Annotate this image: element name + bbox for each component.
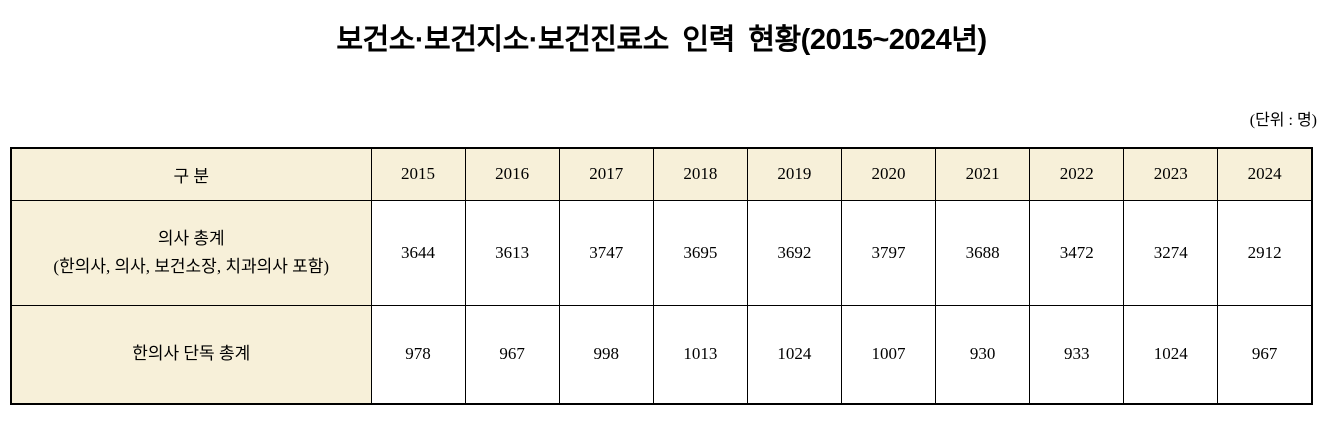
cell-doctor-total-2015: 3644 [370,199,466,306]
cell-doctor-total-2023: 3274 [1123,199,1219,306]
cell-doctor-total-2018: 3695 [652,199,748,306]
row-label-doctor-total-line1: 의사 총계 [157,228,225,248]
cell-doctor-total-2017: 3747 [558,199,654,306]
cell-korean-medicine-only-2024: 967 [1217,304,1313,405]
column-header-year-2016: 2016 [464,147,560,201]
cell-doctor-total-2021: 3688 [935,199,1031,306]
column-header-year-2021: 2021 [935,147,1031,201]
table-row-korean-medicine-only: 한의사 단독 총계 978 967 998 1013 1024 1007 930… [10,304,1313,405]
column-header-category: 구 분 [10,147,372,201]
column-header-year-2015: 2015 [370,147,466,201]
cell-doctor-total-2024: 2912 [1217,199,1313,306]
column-header-year-2019: 2019 [746,147,842,201]
personnel-table: 구 분 2015 2016 2017 2018 2019 2020 2021 2… [10,147,1313,405]
row-label-doctor-total: 의사 총계 (한의사, 의사, 보건소장, 치과의사 포함) [10,199,372,306]
row-label-korean-medicine-only-line1: 한의사 단독 총계 [132,344,251,364]
cell-korean-medicine-only-2018: 1013 [652,304,748,405]
table-header-row: 구 분 2015 2016 2017 2018 2019 2020 2021 2… [10,147,1313,201]
cell-doctor-total-2019: 3692 [746,199,842,306]
cell-korean-medicine-only-2020: 1007 [840,304,937,405]
column-header-year-2024: 2024 [1217,147,1313,201]
cell-korean-medicine-only-2021: 930 [935,304,1031,405]
row-label-doctor-total-line2: (한의사, 의사, 보건소장, 치과의사 포함) [53,256,330,276]
row-label-korean-medicine-only: 한의사 단독 총계 [10,304,372,405]
column-header-year-2022: 2022 [1029,147,1125,201]
cell-doctor-total-2020: 3797 [840,199,937,306]
cell-korean-medicine-only-2022: 933 [1029,304,1125,405]
cell-korean-medicine-only-2023: 1024 [1123,304,1219,405]
column-header-year-2020: 2020 [840,147,937,201]
page-title: 보건소·보건지소·보건진료소 인력 현황(2015~2024년) [336,24,987,56]
cell-korean-medicine-only-2017: 998 [558,304,654,405]
column-header-year-2018: 2018 [652,147,748,201]
column-header-year-2017: 2017 [558,147,654,201]
table-row-doctor-total: 의사 총계 (한의사, 의사, 보건소장, 치과의사 포함) 3644 3613… [10,199,1313,306]
cell-korean-medicine-only-2015: 978 [370,304,466,405]
cell-korean-medicine-only-2019: 1024 [746,304,842,405]
cell-korean-medicine-only-2016: 967 [464,304,560,405]
cell-doctor-total-2022: 3472 [1029,199,1125,306]
column-header-year-2023: 2023 [1123,147,1219,201]
unit-label: (단위 : 명) [1249,112,1317,129]
cell-doctor-total-2016: 3613 [464,199,560,306]
